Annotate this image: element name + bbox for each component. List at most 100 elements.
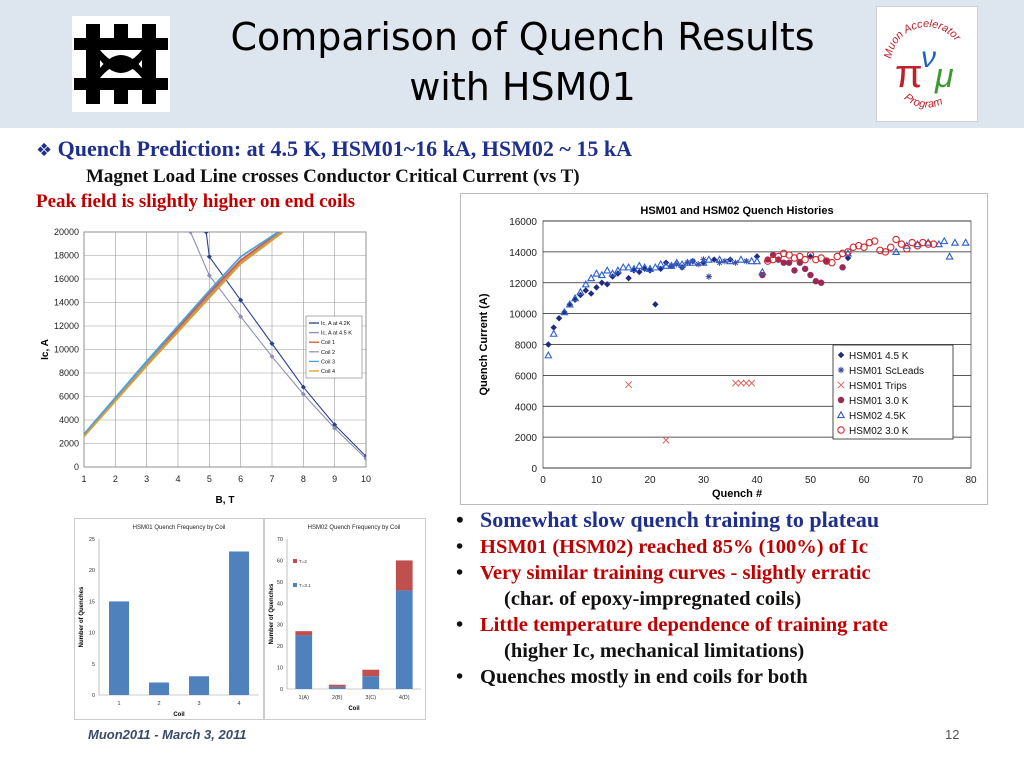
data-point [269,341,275,347]
bar-segment [362,676,380,689]
x-tick-label: 10 [591,475,603,486]
load-line-chart: 0 2000 4000 6000 8000 10000 12000 14000 16000 180… [40,227,371,506]
page-number: 12 [945,727,960,742]
legend-label: Coil 1 [321,340,335,346]
data-point-circle-open [854,241,863,250]
y-tick-label: 0 [280,687,283,693]
data-point-triangle [640,262,649,271]
y-tick-label: 4000 [59,415,79,425]
data-point-circle [807,271,814,279]
data-point-x [732,379,740,387]
data-point-circle-open [919,238,927,247]
data-point-triangle [913,239,922,248]
x-tick-label: 0 [540,475,546,486]
data-point-triangle [715,255,724,263]
legend-label: HSM01 3.0 K [849,396,909,407]
y-tick-label: 20 [89,568,95,574]
data-point-triangle [672,258,681,266]
y-tick-label: 10000 [54,345,79,355]
y-tick-label: 15 [89,599,95,605]
x-tick-label: 70 [912,475,924,486]
logo-nu: ν [921,41,936,74]
data-point-circle-open [838,249,847,258]
data-point-circle [812,278,820,285]
data-point-triangle [661,261,671,269]
data-point-triangle [891,247,901,255]
x-tick-label: 10 [361,474,371,484]
data-point-circle-open [828,258,836,267]
x-tick-label: 1 [81,474,86,484]
data-point-circle-open [763,257,772,265]
title-bar [0,0,1024,128]
legend-label: HSM01 4.5 K [849,351,909,362]
data-point-triangle [726,256,735,265]
legend-box [305,315,363,379]
logo-mu: μ [934,57,954,95]
data-point-star [732,259,739,266]
bar-segment [295,631,313,636]
x-tick-label: 1(A) [299,695,310,701]
y-tick-label: 6000 [515,371,538,382]
bar [189,676,209,695]
slide-title-line2: with HSM01 [409,65,636,109]
data-point-triangle [592,269,601,277]
data-point-circle-open [837,426,845,434]
y-tick-label: 6000 [59,392,79,402]
data-point-circle-open [817,254,825,262]
legend-label: Coil 3 [321,359,335,365]
bar-segment [395,590,413,689]
data-point-triangle [683,258,692,266]
y-tick-label: 14000 [54,298,79,308]
data-point-circle-open [870,237,879,245]
data-point-triangle [945,252,954,260]
x-tick-label: 40 [751,475,763,486]
y-tick-label: 30 [277,623,283,629]
data-point-diamond [652,301,659,308]
data-point-triangle [549,329,558,337]
y-axis-label: Ic, A [40,339,51,360]
data-point-star [668,262,675,269]
data-point-star [743,257,750,265]
series-group [84,232,366,462]
series-line [84,232,279,435]
y-tick-label: 60 [277,558,283,564]
legend-label: HSM02 3.0 K [849,426,909,437]
data-point [206,272,212,278]
quench-history-chart-panel: HSM01 and HSM02 Quench Histories 0 2000 400… [460,193,988,505]
data-point-circle-open [860,243,868,251]
data-point [332,422,338,428]
x-tick-label: 1 [117,701,120,707]
data-point [332,425,338,431]
load-line-chart-panel: 0 2000 4000 6000 8000 10000 12000 14000 16000 180… [36,216,376,516]
slide-title-line1: Comparison of Quench Results [230,15,815,59]
legend-label: HSM02 4.5K [849,411,906,422]
y-tick-label: 5 [92,662,95,668]
data-point-diamond [593,284,600,291]
legend-swatch [293,559,297,563]
y-tick-label: 20 [277,644,283,650]
data-point-triangle [635,261,644,269]
findings-list: Somewhat slow quench training to plateau… [452,506,888,690]
x-tick-label: 2(B) [332,695,343,701]
bar-segment [395,560,413,591]
hsm01-frequency-chart: HSM01 Quench Frequency by Coil 0 5 10 15 20 25… [79,525,259,718]
legend-label: T=2 [299,559,307,564]
y-tick-label: 8000 [515,341,538,352]
legend-label: T=3.1 [299,583,311,588]
y-axis-label: Quench Current (A) [478,293,490,395]
data-point-star [689,257,696,265]
data-point-triangle [677,259,687,268]
hsm02-frequency-chart-panel: HSM02 Quench Frequency by Coil 0 10 20 30 40 5… [264,518,426,720]
data-point-circle [780,259,787,266]
data-point-circle [791,267,798,274]
y-tick-label: 2000 [59,439,79,449]
y-tick-label: 10000 [509,310,537,321]
data-point-diamond [566,301,573,308]
data-point-circle-open [929,240,938,248]
legend-label: HSM01 Trips [849,381,907,392]
data-point-triangle [624,262,633,271]
x-tick-label: 8 [301,474,306,484]
y-tick-label: 4000 [515,402,538,413]
data-point-x [737,379,745,387]
data-point-x [742,379,750,387]
